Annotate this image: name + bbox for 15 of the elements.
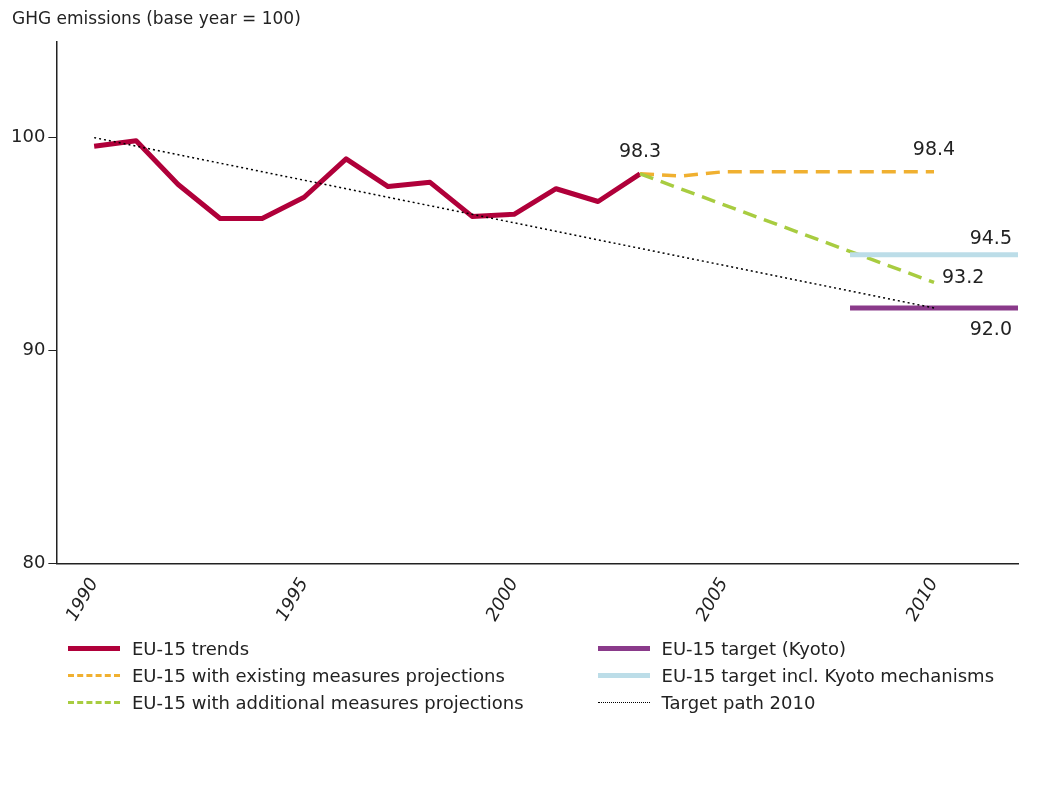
legend-label: Target path 2010 (661, 692, 816, 713)
y-tick-label: 100 (11, 125, 46, 147)
annotation: 94.5 (969, 225, 1012, 248)
annotation: 92.0 (969, 316, 1012, 339)
y-tick-label: 80 (22, 551, 46, 573)
y-axis-title: GHG emissions (base year = 100) (12, 8, 302, 28)
legend-label: EU-15 trends (132, 638, 250, 659)
annotation: 93.2 (942, 265, 985, 288)
legend-label: EU-15 target (Kyoto) (661, 638, 846, 659)
legend-label: EU-15 with existing measures projections (132, 665, 505, 686)
legend-label: EU-15 target incl. Kyoto mechanisms (661, 665, 995, 686)
annotation: 98.3 (618, 138, 662, 161)
legend-label: EU-15 with additional measures projections (132, 692, 524, 713)
y-tick-label: 90 (22, 338, 46, 360)
annotation: 98.4 (912, 136, 956, 159)
